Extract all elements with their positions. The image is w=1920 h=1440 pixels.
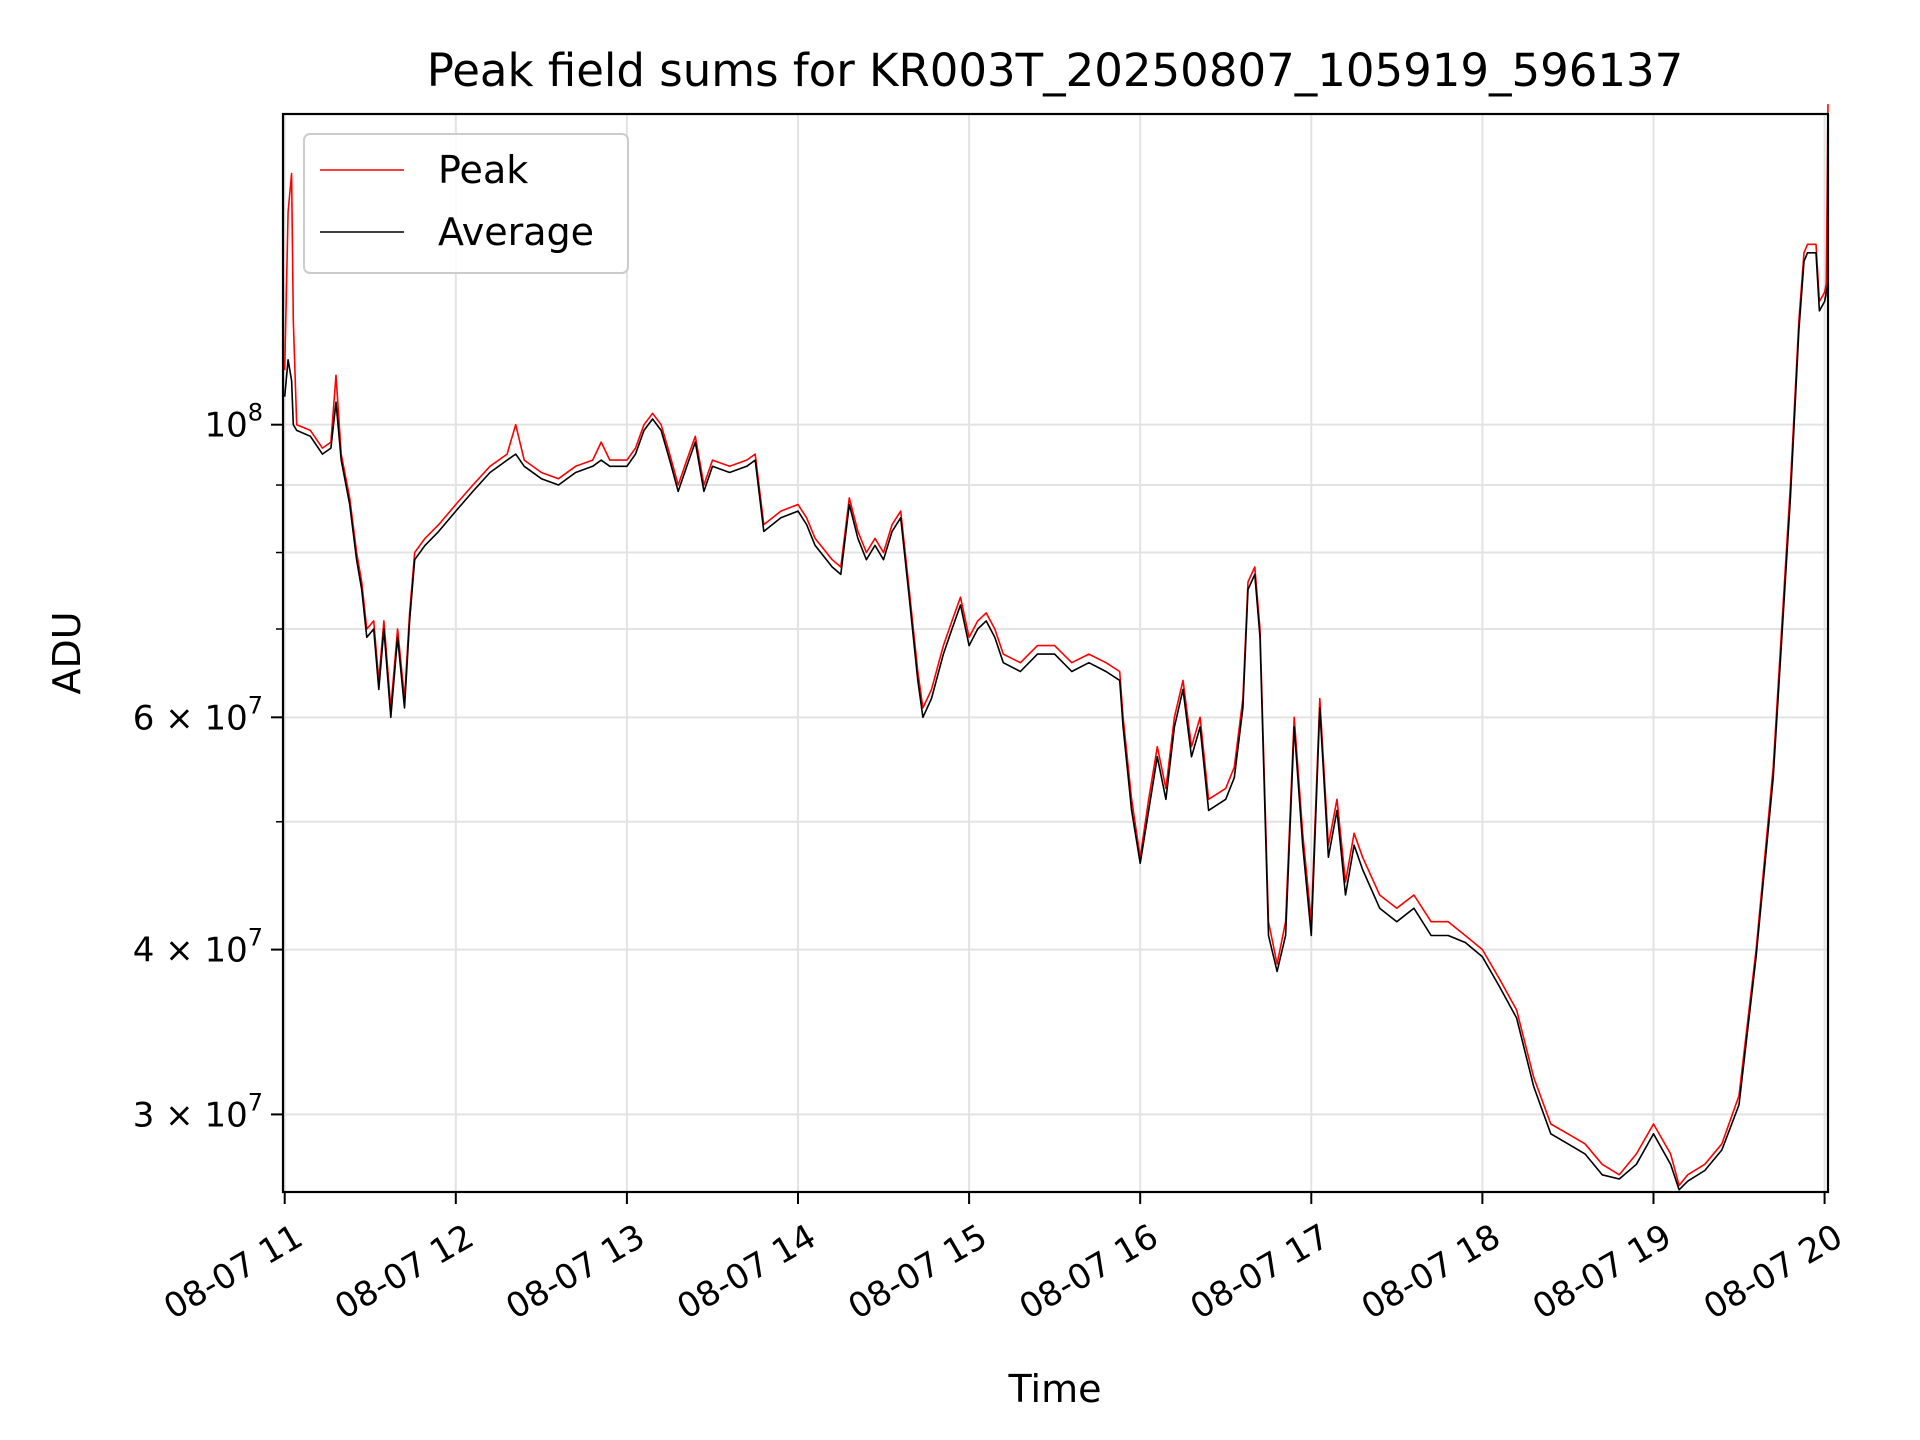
y-tick-label: 3 × 107 [133, 1088, 263, 1135]
legend-label-average: Average [438, 210, 594, 254]
series-line-peak [283, 104, 1829, 1187]
x-tick-label: 08-07 15 [842, 1217, 994, 1328]
series-line-average [283, 252, 1829, 1191]
x-tick-label: 08-07 20 [1697, 1217, 1849, 1328]
x-tick-label: 08-07 13 [499, 1217, 651, 1328]
legend-box [303, 133, 629, 274]
x-tick-label: 08-07 12 [328, 1217, 480, 1328]
plot-frame [281, 112, 1830, 1194]
grid [283, 114, 1828, 1192]
legend-label-peak: Peak [438, 148, 528, 192]
y-tick-label: 108 [204, 399, 263, 446]
y-axis-label: ADU [45, 611, 89, 694]
x-tick-label: 08-07 17 [1184, 1217, 1336, 1328]
x-tick-label: 08-07 16 [1013, 1217, 1165, 1328]
x-tick-label: 08-07 11 [157, 1217, 309, 1328]
series-layer [283, 104, 1829, 1191]
x-tick-label: 08-07 18 [1355, 1217, 1507, 1328]
x-tick-label: 08-07 19 [1526, 1217, 1678, 1328]
y-tick-label: 6 × 107 [133, 691, 263, 738]
chart-title: Peak field sums for KR003T_20250807_1059… [427, 44, 1684, 97]
y-tick-label: 4 × 107 [133, 924, 263, 971]
x-axis-label: Time [1008, 1367, 1102, 1411]
x-tick-label: 08-07 14 [671, 1217, 823, 1328]
axis-ticks: 08-07 11 08-07 12 08-07 13 08-07 14 08-07 15… [133, 399, 1850, 1328]
legend: Peak Average [303, 133, 629, 274]
